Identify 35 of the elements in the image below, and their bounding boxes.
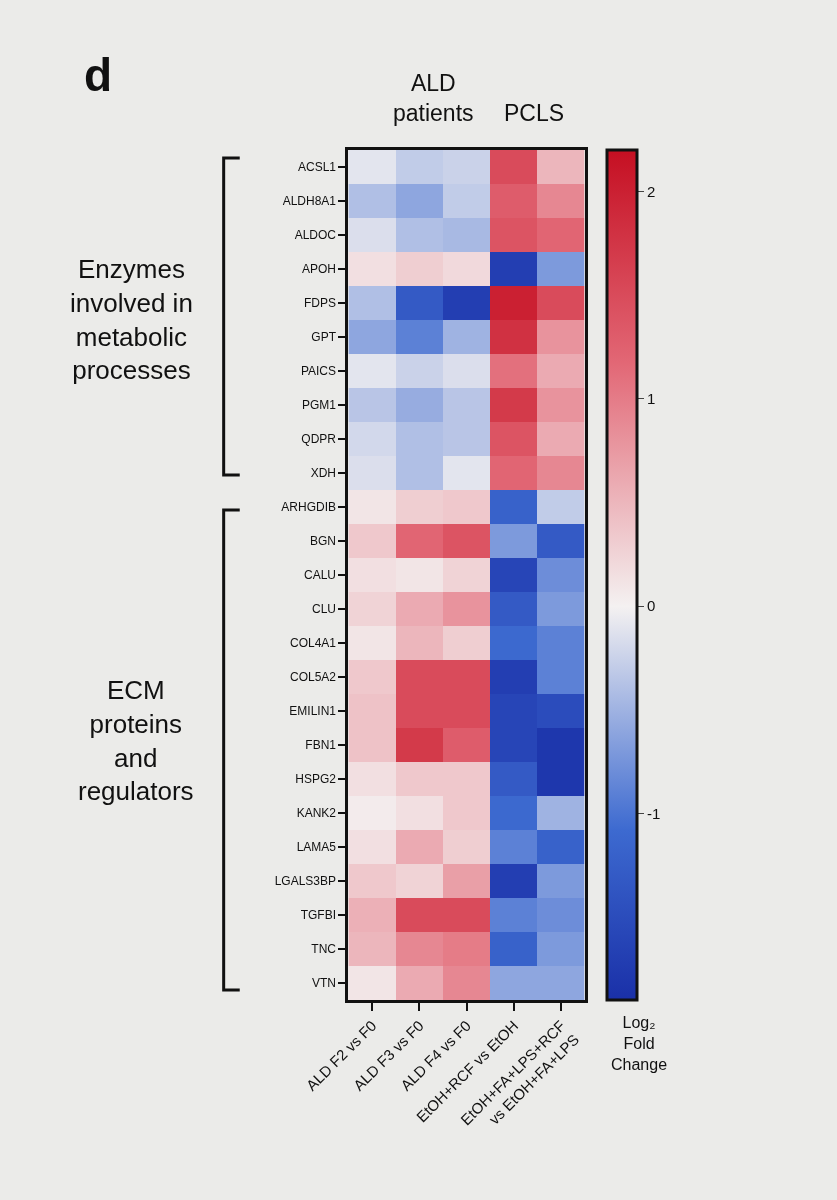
y-tick-label: LGALS3BP: [274, 874, 337, 889]
text: Enzymes involved in metabolic processes: [70, 254, 193, 386]
y-tick-label: COL5A2: [289, 670, 337, 685]
y-tick-label: TNC: [311, 942, 337, 957]
y-tick-label: FDPS: [304, 296, 337, 311]
y-tick-label: ALDOC: [294, 228, 337, 243]
y-tick-label: LAMA5: [296, 840, 337, 855]
y-tick-label: BGN: [310, 534, 337, 549]
text: d: [84, 49, 113, 101]
y-tick-label: ACSL1: [297, 160, 337, 175]
y-tick-label: FBN1: [305, 738, 337, 753]
color-bar-title: Log₂ Fold Change: [611, 1014, 668, 1073]
y-tick-label: COL4A1: [289, 636, 337, 651]
y-tick-label: KANK2: [296, 806, 337, 821]
y-tick-label: PAICS: [300, 364, 337, 379]
color-bar-label: 0: [647, 597, 656, 615]
y-tick-label: CALU: [304, 568, 337, 583]
y-tick-label: ARHGDIB: [281, 500, 337, 515]
y-tick-label: CLU: [312, 602, 337, 617]
y-tick-label: TGFBI: [300, 908, 337, 923]
text: ECM proteins and regulators: [78, 675, 194, 807]
y-tick-label: HSPG2: [295, 772, 337, 787]
y-tick-label: PGM1: [302, 398, 337, 413]
text: ALD patients: [393, 70, 474, 126]
y-tick-label: XDH: [310, 466, 337, 481]
color-bar-label: 1: [647, 390, 656, 408]
y-tick-label: VTN: [312, 976, 337, 991]
y-tick-label: ALDH8A1: [282, 194, 337, 209]
text: PCLS: [504, 100, 565, 126]
y-tick-label: APOH: [302, 262, 337, 277]
y-tick-label: QDPR: [301, 432, 337, 447]
color-bar-label: 2: [647, 182, 656, 200]
y-tick-label: GPT: [311, 330, 337, 345]
y-tick-label: EMILIN1: [289, 704, 337, 719]
color-bar-label: -1: [647, 804, 661, 822]
